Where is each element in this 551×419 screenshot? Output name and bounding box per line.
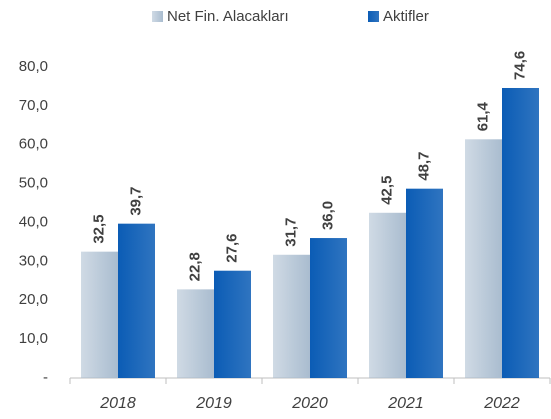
legend-swatch: [152, 11, 163, 22]
bar: [177, 289, 214, 378]
bar: [118, 223, 155, 378]
y-tick-label: -: [43, 369, 48, 386]
data-label: 31,7: [282, 218, 299, 247]
x-tick-label: 2020: [291, 395, 328, 412]
data-label: 27,6: [223, 234, 240, 263]
x-tick-label: 2021: [387, 395, 424, 412]
y-tick-label: 80,0: [19, 58, 48, 75]
legend-swatch: [368, 11, 379, 22]
x-tick-label: 2018: [99, 395, 136, 412]
legend-label: Aktifler: [383, 8, 429, 25]
data-label: 74,6: [511, 51, 528, 80]
legend-label: Net Fin. Alacakları: [167, 8, 289, 25]
x-tick-label: 2019: [195, 395, 232, 412]
bar: [273, 254, 310, 378]
bar: [465, 139, 502, 378]
y-tick-label: 50,0: [19, 175, 48, 192]
data-label: 42,5: [378, 176, 395, 205]
y-tick-label: 70,0: [19, 97, 48, 114]
bar: [310, 238, 347, 378]
data-label: 61,4: [474, 101, 491, 131]
bar: [81, 251, 118, 378]
data-label: 32,5: [90, 214, 107, 243]
y-tick-label: 30,0: [19, 252, 48, 269]
bar: [502, 87, 539, 379]
bar: [214, 270, 251, 378]
data-label: 39,7: [127, 186, 144, 215]
y-tick-label: 10,0: [19, 330, 48, 347]
x-tick-label: 2022: [483, 395, 520, 412]
data-label: 22,8: [186, 252, 203, 281]
data-label: 48,7: [415, 151, 432, 180]
bar: [369, 212, 406, 378]
data-label: 36,0: [319, 201, 336, 230]
y-tick-label: 60,0: [19, 136, 48, 153]
y-tick-label: 40,0: [19, 213, 48, 230]
bar: [406, 188, 443, 378]
y-tick-label: 20,0: [19, 291, 48, 308]
